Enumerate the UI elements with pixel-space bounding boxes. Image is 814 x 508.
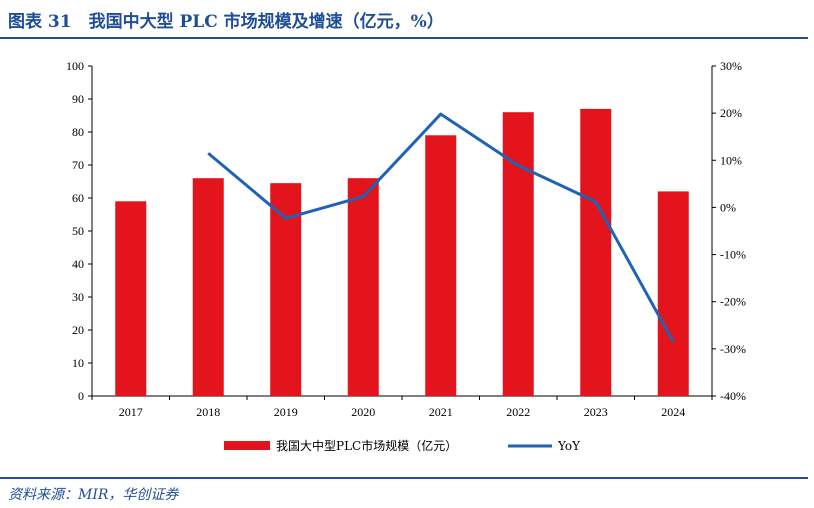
left-tick-label: 100 (66, 59, 84, 73)
legend-bar-swatch (224, 441, 270, 450)
right-tick-label: 20% (720, 106, 742, 120)
right-tick-label: 10% (720, 153, 742, 167)
left-tick-label: 90 (72, 92, 84, 106)
bar (580, 108, 612, 397)
right-tick-label: 0% (720, 200, 736, 214)
left-tick-label: 10 (72, 356, 84, 370)
top-divider (0, 37, 808, 39)
page-title: 图表 31 我国中大型 PLC 市场规模及增速（亿元，%） (8, 12, 444, 32)
bar-series (115, 108, 689, 397)
chart: 0 10 20 30 40 50 60 70 80 90 100 -40% -30% -20% -10% 0… (66, 59, 746, 453)
bar (192, 178, 224, 396)
bar (425, 135, 457, 397)
left-tick-label: 60 (72, 191, 84, 205)
right-axis: -40% -30% -20% -10% 0% 10% 20% 30% (711, 59, 746, 403)
right-tick-label: -10% (720, 248, 746, 262)
left-tick-label: 20 (72, 323, 84, 337)
x-tick-label: 2024 (661, 405, 685, 419)
left-axis: 0 10 20 30 40 50 60 70 80 90 100 (66, 59, 93, 403)
x-axis: 2017 2018 2019 2020 2021 2022 2023 2024 (91, 395, 713, 419)
x-tick-label: 2022 (506, 405, 530, 419)
legend-bar-label: 我国大中型PLC市场规模（亿元） (276, 438, 457, 453)
left-tick-label: 0 (78, 389, 84, 403)
bar (657, 191, 689, 396)
legend-line-label: YoY (557, 439, 581, 453)
bar (347, 178, 379, 396)
left-tick-label: 80 (72, 125, 84, 139)
left-tick-label: 30 (72, 290, 84, 304)
source-note: 资料来源：MIR，华创证券 (8, 487, 179, 503)
title-bar: 图表 31 我国中大型 PLC 市场规模及增速（亿元，%） (0, 0, 814, 38)
x-tick-label: 2020 (351, 405, 375, 419)
right-tick-label: -30% (720, 342, 746, 356)
legend: 我国大中型PLC市场规模（亿元） YoY (224, 438, 581, 453)
x-tick-label: 2019 (274, 405, 298, 419)
right-tick-label: 30% (720, 59, 742, 73)
x-tick-label: 2017 (119, 405, 143, 419)
bar (502, 112, 534, 396)
bar (115, 201, 147, 396)
left-tick-label: 50 (72, 224, 84, 238)
x-tick-label: 2018 (196, 405, 220, 419)
right-tick-label: -20% (720, 295, 746, 309)
left-tick-label: 40 (72, 257, 84, 271)
left-tick-label: 70 (72, 158, 84, 172)
bottom-divider (0, 477, 808, 479)
x-tick-label: 2023 (584, 405, 608, 419)
x-tick-label: 2021 (429, 405, 453, 419)
right-tick-label: -40% (720, 389, 746, 403)
yoy-series (207, 112, 675, 343)
